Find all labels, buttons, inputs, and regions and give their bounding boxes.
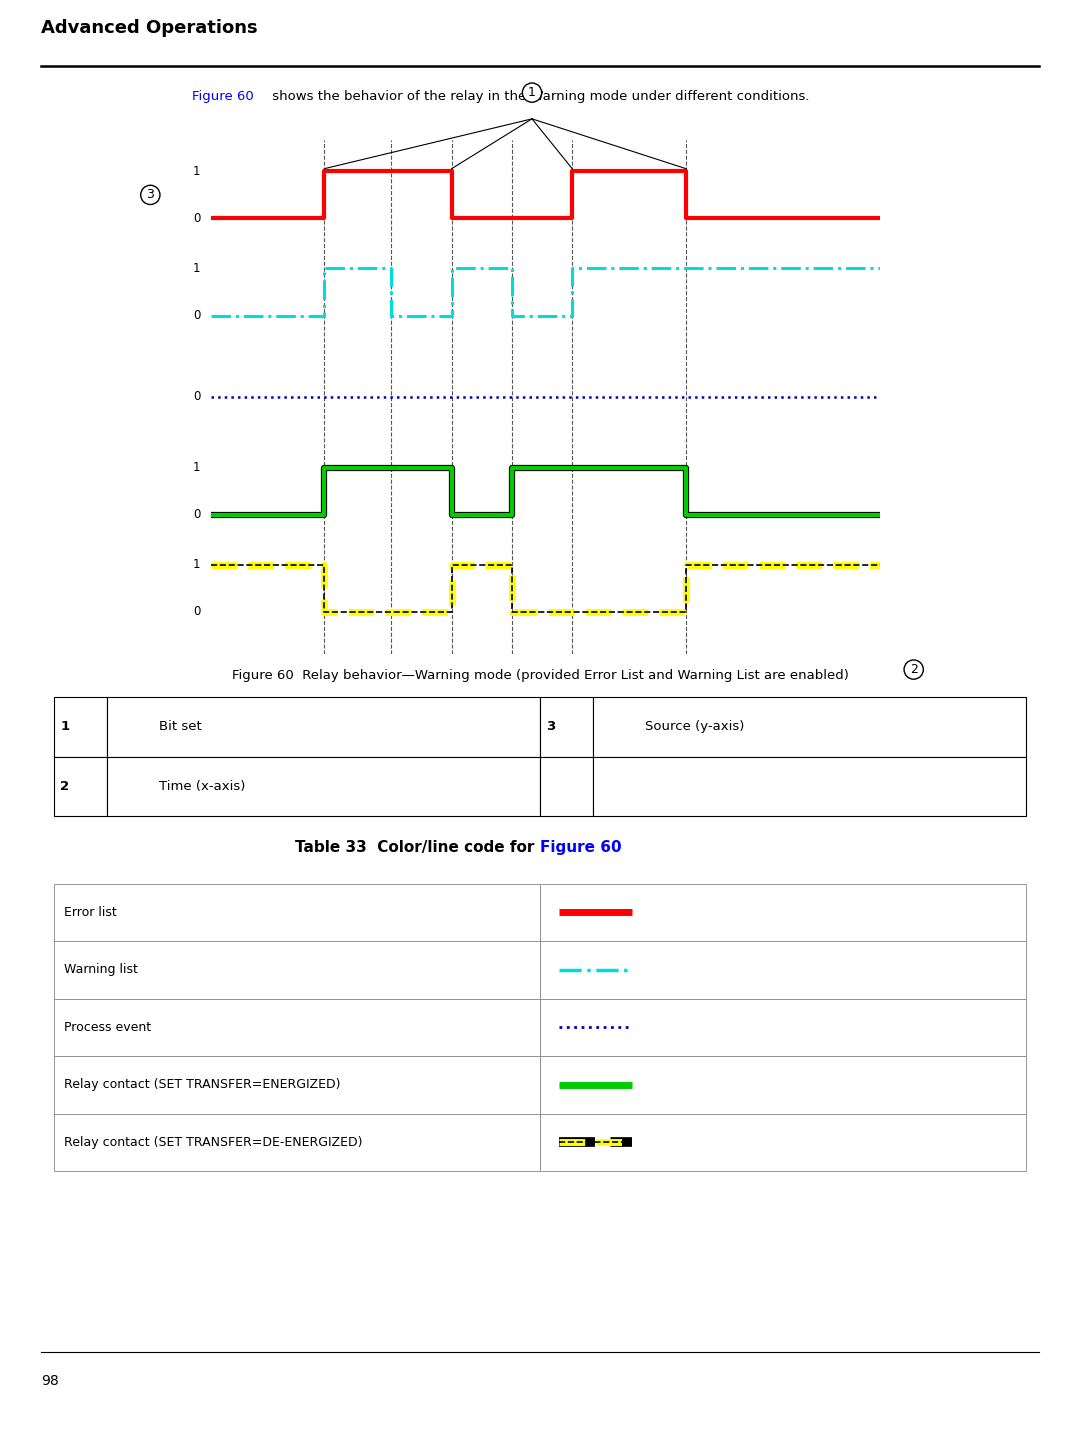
Text: Source (y-axis): Source (y-axis): [646, 720, 745, 733]
Text: 3: 3: [147, 188, 154, 201]
Text: 1: 1: [60, 720, 69, 733]
Bar: [540, 999, 1026, 1056]
Text: 1: 1: [193, 165, 201, 178]
Text: 2: 2: [909, 662, 918, 675]
Text: Relay contact (SET TRANSFER=DE-ENERGIZED): Relay contact (SET TRANSFER=DE-ENERGIZED…: [64, 1135, 362, 1150]
Text: 3: 3: [546, 720, 556, 733]
Bar: [594, 697, 1026, 756]
Text: 0: 0: [193, 605, 201, 618]
Text: Time (x-axis): Time (x-axis): [160, 780, 246, 793]
Bar: [54, 941, 540, 999]
Bar: [594, 756, 1026, 816]
Bar: [54, 884, 540, 941]
Text: Figure 60: Figure 60: [540, 841, 622, 855]
Text: Error list: Error list: [64, 905, 117, 920]
Bar: [54, 1056, 540, 1114]
Bar: [108, 756, 540, 816]
Bar: [540, 697, 594, 756]
Text: 1: 1: [528, 86, 536, 99]
Text: Process event: Process event: [64, 1020, 151, 1035]
Text: 2: 2: [60, 780, 69, 793]
Text: Relay contact (SET TRANSFER=ENERGIZED): Relay contact (SET TRANSFER=ENERGIZED): [64, 1078, 340, 1092]
Bar: [54, 697, 108, 756]
Bar: [540, 941, 1026, 999]
Bar: [54, 756, 108, 816]
Bar: [540, 884, 1026, 941]
Text: Advanced Operations: Advanced Operations: [41, 19, 258, 37]
Text: 0: 0: [193, 391, 201, 404]
Text: Figure 60: Figure 60: [192, 89, 254, 103]
Text: Table 33  Color/line code for: Table 33 Color/line code for: [295, 841, 540, 855]
Bar: [540, 1114, 1026, 1171]
Text: 1: 1: [193, 262, 201, 274]
Bar: [54, 1114, 540, 1171]
Bar: [540, 756, 594, 816]
Text: shows the behavior of the relay in the Warning mode under different conditions.: shows the behavior of the relay in the W…: [268, 89, 809, 103]
Text: 1: 1: [193, 558, 201, 570]
Text: 0: 0: [193, 309, 201, 322]
Text: 0: 0: [193, 509, 201, 522]
Bar: [54, 999, 540, 1056]
Text: Bit set: Bit set: [160, 720, 202, 733]
Bar: [540, 1056, 1026, 1114]
Text: 0: 0: [193, 213, 201, 226]
Text: 1: 1: [193, 461, 201, 474]
Text: 98: 98: [41, 1374, 58, 1388]
Text: Figure 60  Relay behavior—Warning mode (provided Error List and Warning List are: Figure 60 Relay behavior—Warning mode (p…: [231, 668, 849, 683]
Bar: [108, 697, 540, 756]
Text: Warning list: Warning list: [64, 963, 137, 977]
